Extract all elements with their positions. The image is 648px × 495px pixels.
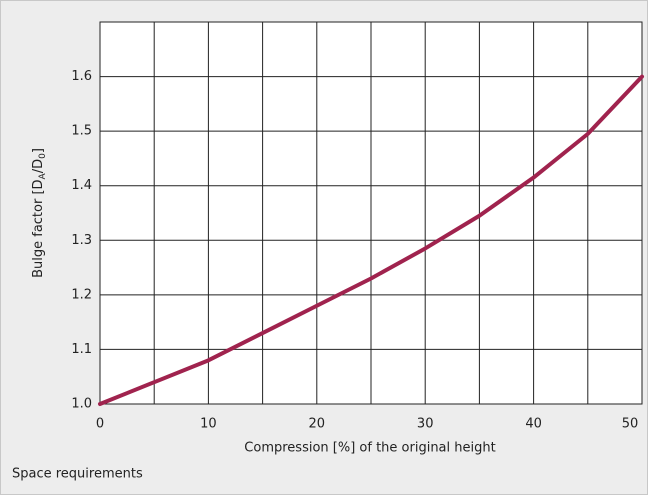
y-tick-label: 1.5 xyxy=(71,124,92,139)
x-tick-label: 0 xyxy=(96,417,104,432)
caption: Space requirements xyxy=(12,467,143,482)
x-axis-label: Compression [%] of the original height xyxy=(244,441,495,456)
y-tick-label: 1.1 xyxy=(71,342,92,357)
y-tick-label: 1.3 xyxy=(71,233,92,248)
y-label-part: /D xyxy=(31,159,46,173)
curve xyxy=(98,74,644,406)
y-tick-label: 1.2 xyxy=(71,287,92,302)
x-tick-label: 50 xyxy=(622,417,639,432)
y-tick-label: 1.4 xyxy=(71,178,92,193)
y-tick-label: 1.0 xyxy=(71,397,92,412)
x-tick-label: 30 xyxy=(417,417,434,432)
y-label-sub: 0 xyxy=(38,153,48,159)
y-label-part: Bulge factor [D xyxy=(31,179,46,277)
y-axis-label: Bulge factor [DA/D0] xyxy=(31,148,48,278)
y-label-part: ] xyxy=(31,148,46,153)
x-tick-label: 20 xyxy=(309,417,326,432)
x-tick-label: 40 xyxy=(525,417,542,432)
y-tick-label: 1.6 xyxy=(71,69,92,84)
x-tick-label: 10 xyxy=(200,417,217,432)
y-label-sub: A xyxy=(38,172,48,179)
